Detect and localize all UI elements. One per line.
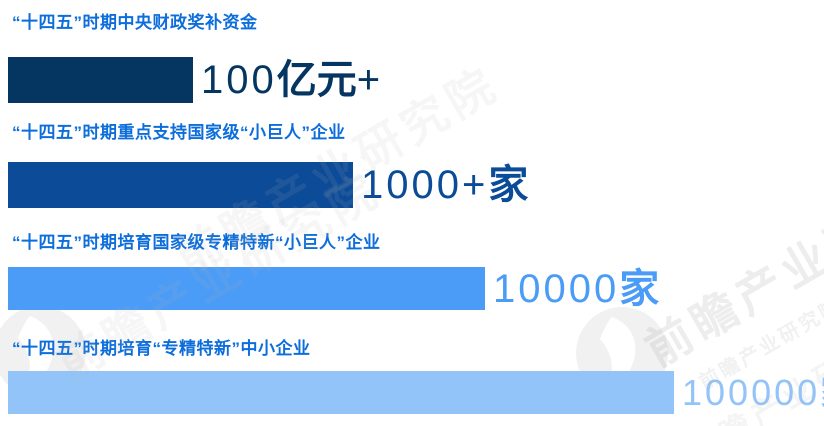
value-number: 1000+ [361,163,489,207]
bar-title: “十四五”时期培育国家级专精特新“小巨人”企业 [12,233,381,252]
bar [8,371,674,414]
value-number: 100 [201,58,277,102]
row-title-wrap: “十四五”时期中央财政奖补资金 [0,8,824,33]
bar [8,267,485,310]
value-suffix: + [356,58,384,102]
value-unit: 家 [820,372,824,413]
bar-title: “十四五”时期培育“专精特新”中小企业 [12,339,311,358]
row-title-wrap: “十四五”时期重点支持国家级“小巨人”企业 [0,118,824,143]
row-title-wrap: “十四五”时期培育国家级专精特新“小巨人”企业 [0,228,824,253]
value-unit: 亿元 [276,58,357,102]
bar-value-label: 1000+家 [361,165,528,205]
bar-value-label: 100亿元+ [201,60,383,100]
bar [8,162,353,208]
value-number: 10000 [493,266,620,311]
chart-row: 10000家 [0,267,824,310]
bar-title: “十四五”时期中央财政奖补资金 [12,13,258,32]
chart-row: 100亿元+ [0,57,824,103]
bar-value-label: 100000家 [682,371,824,413]
chart-row: 1000+家 [0,162,824,208]
bar [8,57,193,103]
row-title-wrap: “十四五”时期培育“专精特新”中小企业 [0,334,824,359]
value-number: 100000 [682,371,821,413]
value-unit: 家 [488,163,529,207]
bar-value-label: 10000家 [493,269,659,309]
value-unit: 家 [619,266,660,311]
chart-row: 100000家 [0,371,824,414]
bar-title: “十四五”时期重点支持国家级“小巨人”企业 [12,123,346,142]
